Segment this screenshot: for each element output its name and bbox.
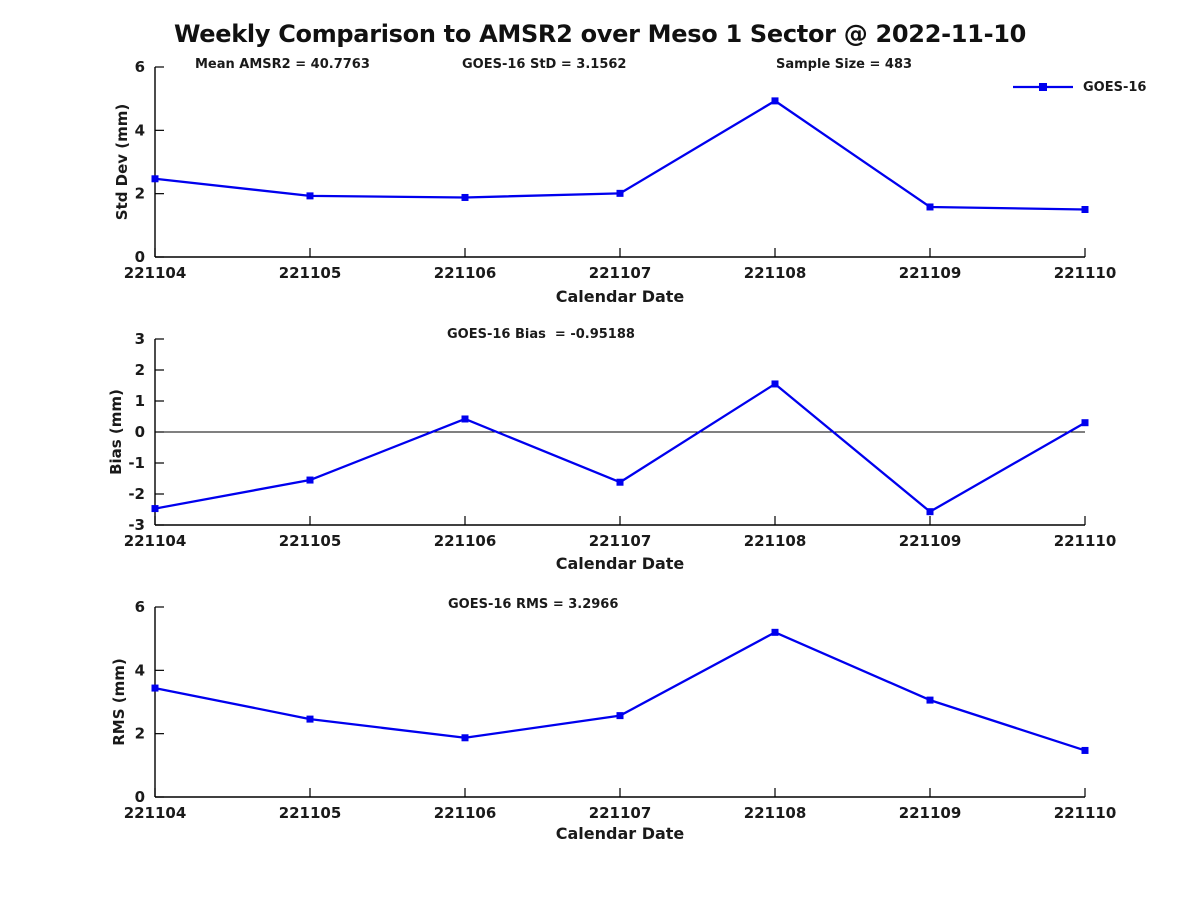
data-marker-rms — [926, 696, 934, 704]
y-tick-label: -1 — [128, 454, 145, 472]
data-marker-std-dev — [926, 203, 934, 211]
x-tick-label: 221109 — [899, 804, 962, 822]
data-marker-std-dev — [771, 97, 779, 105]
y-tick-label: 0 — [135, 423, 145, 441]
figure-title: Weekly Comparison to AMSR2 over Meso 1 S… — [173, 20, 1027, 48]
x-tick-label: 221107 — [589, 532, 652, 550]
xlabel-rms: Calendar Date — [555, 824, 685, 843]
data-marker-bias — [306, 476, 314, 484]
xlabel-bias: Calendar Date — [555, 554, 685, 573]
y-tick-label: 3 — [135, 330, 145, 348]
x-tick-label: 221110 — [1054, 532, 1117, 550]
data-marker-std-dev — [616, 189, 624, 197]
data-marker-rms — [771, 628, 779, 636]
data-marker-rms — [151, 684, 159, 692]
y-tick-label: 4 — [135, 121, 145, 139]
y-tick-label: 2 — [135, 725, 145, 743]
x-tick-label: 221107 — [589, 264, 652, 282]
data-marker-bias — [771, 380, 779, 388]
data-marker-rms — [461, 734, 469, 742]
legend-marker-sample — [1039, 83, 1047, 91]
ylabel-bias: Bias (mm) — [107, 389, 125, 475]
y-tick-label: 2 — [135, 361, 145, 379]
x-tick-label: 221105 — [279, 264, 342, 282]
data-marker-std-dev — [461, 193, 469, 201]
data-marker-std-dev — [306, 192, 314, 200]
xlabel-std-dev: Calendar Date — [555, 287, 685, 306]
ylabel-std-dev: Std Dev (mm) — [113, 103, 131, 221]
annotation-mean-amsr2: Mean AMSR2 = 40.7763 — [195, 57, 370, 72]
x-tick-label: 221104 — [124, 264, 187, 282]
x-tick-label: 221104 — [124, 804, 187, 822]
x-tick-label: 221109 — [899, 532, 962, 550]
x-tick-label: 221105 — [279, 804, 342, 822]
data-marker-bias — [926, 508, 934, 516]
x-tick-label: 221106 — [434, 804, 497, 822]
annotation-goes16-std: GOES-16 StD = 3.1562 — [462, 57, 627, 72]
y-tick-label: 6 — [135, 598, 145, 616]
x-tick-label: 221106 — [434, 532, 497, 550]
data-marker-rms — [616, 712, 624, 720]
y-tick-label: 4 — [135, 661, 145, 679]
data-line-bias — [154, 382, 1086, 513]
x-tick-label: 221107 — [589, 804, 652, 822]
ylabel-rms: RMS (mm) — [110, 658, 128, 746]
x-tick-label: 221109 — [899, 264, 962, 282]
x-tick-label: 221105 — [279, 532, 342, 550]
data-marker-std-dev — [1081, 206, 1089, 213]
y-tick-label: -2 — [128, 485, 145, 503]
x-tick-label: 221108 — [744, 264, 807, 282]
legend-swatch — [1013, 83, 1073, 91]
x-tick-label: 221106 — [434, 264, 497, 282]
annotation-goes16-bias: GOES-16 Bias = -0.95188 — [447, 327, 635, 342]
data-marker-rms — [306, 715, 314, 723]
y-tick-label: 6 — [135, 58, 145, 76]
legend: GOES-16 — [1011, 79, 1146, 95]
data-marker-bias — [151, 505, 159, 513]
data-marker-bias — [461, 415, 469, 423]
annotation-goes16-rms: GOES-16 RMS = 3.2966 — [448, 597, 619, 612]
y-tick-label: 0 — [135, 788, 145, 806]
data-line-rms — [154, 631, 1086, 752]
x-tick-label: 221110 — [1054, 804, 1117, 822]
x-tick-label: 221104 — [124, 532, 187, 550]
y-tick-label: 0 — [135, 248, 145, 266]
data-marker-rms — [1081, 746, 1089, 754]
y-tick-label: -3 — [128, 516, 145, 534]
y-tick-label: 2 — [135, 185, 145, 203]
x-tick-label: 221110 — [1054, 264, 1117, 282]
data-marker-std-dev — [151, 175, 159, 183]
x-tick-label: 221108 — [744, 532, 807, 550]
legend-label: GOES-16 — [1083, 79, 1147, 95]
data-marker-bias — [1081, 419, 1089, 427]
annotation-sample-size: Sample Size = 483 — [776, 57, 913, 72]
data-marker-bias — [616, 478, 624, 486]
y-tick-label: 1 — [135, 392, 145, 410]
x-tick-label: 221108 — [744, 804, 807, 822]
